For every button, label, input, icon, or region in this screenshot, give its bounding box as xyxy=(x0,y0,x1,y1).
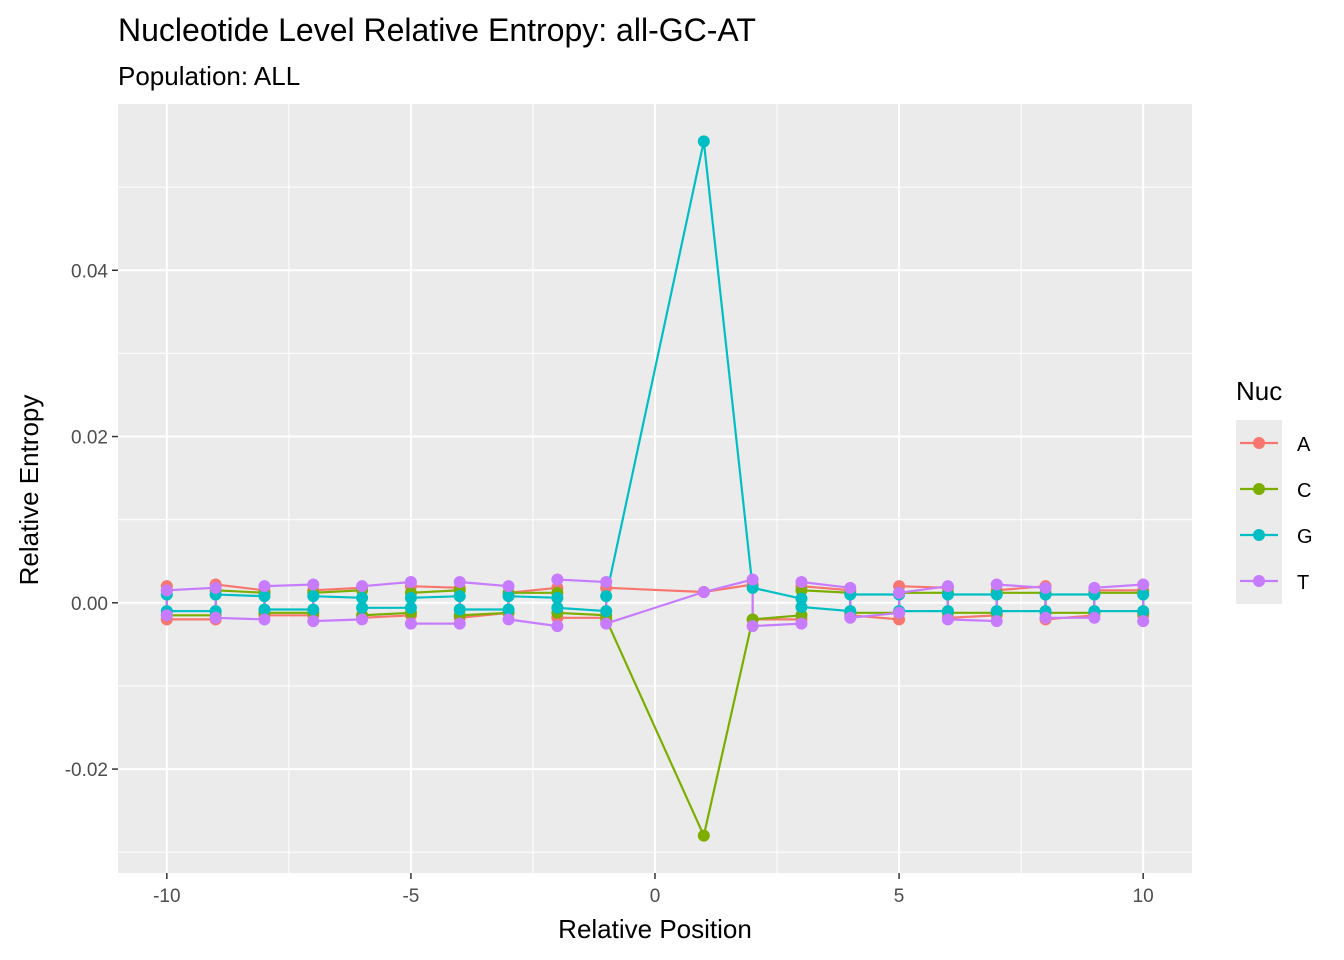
data-point-T xyxy=(356,613,369,626)
data-point-T xyxy=(600,617,613,630)
legend-title: Nuc xyxy=(1236,376,1282,406)
y-axis-title: Relative Entropy xyxy=(14,395,44,586)
data-point-T xyxy=(502,613,515,626)
data-point-T xyxy=(746,620,759,633)
data-point-G xyxy=(502,603,515,616)
grid-lines xyxy=(118,104,1192,873)
y-tick-label: -0.02 xyxy=(65,760,108,781)
data-point-T xyxy=(209,611,222,624)
data-point-G xyxy=(356,591,369,604)
data-point-G xyxy=(307,603,320,616)
data-point-T xyxy=(893,606,906,619)
data-point-G xyxy=(941,605,954,618)
data-point-G xyxy=(453,590,466,603)
data-point-T xyxy=(1039,611,1052,624)
data-point-T xyxy=(404,617,417,630)
data-point-T xyxy=(990,578,1003,591)
data-point-G xyxy=(258,590,271,603)
legend-label-C: C xyxy=(1297,480,1311,502)
data-point-G xyxy=(600,605,613,618)
data-point-T xyxy=(502,580,515,593)
data-point-G xyxy=(502,590,515,603)
data-point-T xyxy=(844,581,857,594)
data-point-T xyxy=(795,617,808,630)
legend-label-T: T xyxy=(1297,572,1309,594)
y-tick-label: 0.02 xyxy=(71,428,108,449)
legend-key-point xyxy=(1253,529,1265,541)
data-point-G xyxy=(990,605,1003,618)
data-point-G xyxy=(697,135,710,148)
chart-subtitle: Population: ALL xyxy=(118,61,300,91)
data-point-C xyxy=(697,829,710,842)
legend-label-G: G xyxy=(1297,526,1313,548)
data-point-G xyxy=(404,591,417,604)
data-point-G xyxy=(307,590,320,603)
data-point-T xyxy=(1088,581,1101,594)
data-point-T xyxy=(1137,615,1150,628)
data-point-T xyxy=(356,580,369,593)
legend: Nuc A C G T xyxy=(1236,376,1313,604)
x-tick-label: -5 xyxy=(402,886,419,907)
data-point-T xyxy=(160,584,173,597)
data-point-T xyxy=(893,586,906,599)
x-tick-label: 0 xyxy=(650,886,661,907)
data-point-T xyxy=(990,615,1003,628)
data-point-T xyxy=(258,580,271,593)
series-points xyxy=(160,135,1150,842)
data-point-T xyxy=(1137,578,1150,591)
data-point-T xyxy=(844,611,857,624)
data-point-G xyxy=(795,600,808,613)
data-point-T xyxy=(258,613,271,626)
data-point-T xyxy=(160,609,173,622)
data-point-G xyxy=(356,601,369,614)
legend-key-point xyxy=(1253,437,1265,449)
legend-key-point xyxy=(1253,483,1265,495)
data-point-T xyxy=(795,576,808,589)
data-point-T xyxy=(307,615,320,628)
data-point-T xyxy=(1039,581,1052,594)
data-point-T xyxy=(600,576,613,589)
data-point-G xyxy=(453,603,466,616)
data-point-G xyxy=(551,601,564,614)
data-point-T xyxy=(209,581,222,594)
data-point-G xyxy=(258,603,271,616)
data-point-G xyxy=(1137,605,1150,618)
data-point-T xyxy=(404,576,417,589)
data-point-G xyxy=(600,590,613,603)
data-point-C xyxy=(795,584,808,597)
y-tick-label: 0.04 xyxy=(71,261,108,282)
data-point-C xyxy=(795,609,808,622)
chart-title: Nucleotide Level Relative Entropy: all-G… xyxy=(118,12,756,48)
data-point-T xyxy=(941,580,954,593)
data-point-T xyxy=(1088,611,1101,624)
data-point-T xyxy=(746,573,759,586)
data-point-T xyxy=(551,573,564,586)
data-point-T xyxy=(697,586,710,599)
data-point-G xyxy=(990,588,1003,601)
data-point-T xyxy=(453,576,466,589)
data-point-G xyxy=(795,592,808,605)
x-axis-title: Relative Position xyxy=(558,914,752,944)
x-tick-label: -10 xyxy=(153,886,180,907)
data-point-G xyxy=(1137,588,1150,601)
data-point-T xyxy=(551,620,564,633)
x-tick-label: 10 xyxy=(1133,886,1154,907)
legend-key-point xyxy=(1253,575,1265,587)
data-point-G xyxy=(941,588,954,601)
legend-label-A: A xyxy=(1297,434,1311,456)
data-point-G xyxy=(551,591,564,604)
axes: -10 -5 0 5 10 -0.02 0.00 0.02 0.04 xyxy=(65,261,1154,907)
data-point-T xyxy=(307,578,320,591)
x-tick-label: 5 xyxy=(894,886,905,907)
data-point-G xyxy=(746,581,759,594)
data-point-T xyxy=(941,613,954,626)
data-point-T xyxy=(453,617,466,630)
y-tick-label: 0.00 xyxy=(71,594,108,615)
data-point-G xyxy=(404,601,417,614)
